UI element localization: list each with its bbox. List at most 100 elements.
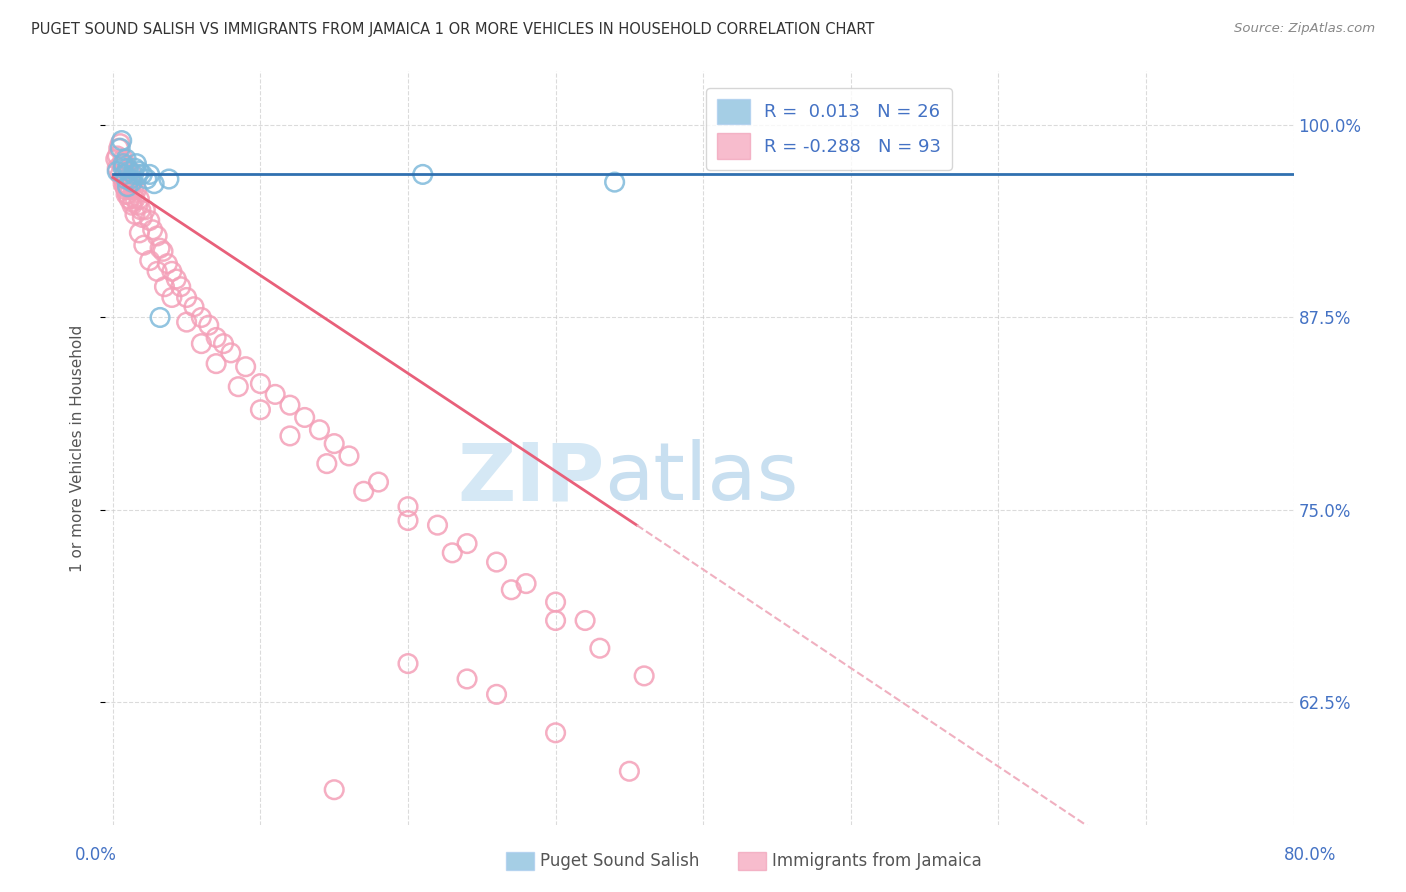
Point: [117, 168, 139, 182]
Point: [152, 244, 174, 259]
Y-axis label: 1 or more Vehicles in Household: 1 or more Vehicles in Household: [70, 325, 84, 572]
Point: [249, 402, 271, 417]
Point: [219, 346, 242, 360]
Point: [132, 238, 155, 252]
Point: [165, 272, 187, 286]
Text: 0.0%: 0.0%: [75, 846, 117, 863]
Point: [396, 500, 419, 514]
Point: [249, 376, 271, 391]
Point: [105, 164, 128, 178]
Point: [456, 536, 478, 550]
Point: [115, 172, 138, 186]
Point: [124, 207, 146, 221]
Point: [176, 291, 198, 305]
Point: [367, 475, 389, 489]
Point: [396, 514, 419, 528]
Point: [128, 192, 150, 206]
Point: [603, 175, 626, 189]
Point: [131, 211, 153, 225]
Point: [426, 518, 449, 533]
Point: [128, 226, 150, 240]
Text: Immigrants from Jamaica: Immigrants from Jamaica: [772, 852, 981, 870]
Point: [485, 687, 508, 701]
Text: atlas: atlas: [605, 440, 799, 517]
Point: [544, 595, 567, 609]
Point: [114, 156, 136, 170]
Point: [134, 202, 156, 217]
Point: [122, 168, 145, 182]
Point: [396, 657, 419, 671]
Point: [323, 782, 346, 797]
Point: [138, 213, 160, 227]
Point: [105, 161, 128, 176]
Point: [619, 764, 641, 779]
Point: [323, 436, 346, 450]
Point: [235, 359, 257, 374]
Point: [138, 168, 160, 182]
Point: [120, 183, 142, 197]
Point: [104, 152, 127, 166]
Point: [115, 187, 138, 202]
Point: [122, 183, 145, 197]
Point: [129, 202, 152, 217]
Point: [121, 195, 143, 210]
Point: [115, 183, 138, 197]
Point: [170, 279, 193, 293]
Point: [125, 156, 148, 170]
Point: [138, 253, 160, 268]
Text: PUGET SOUND SALISH VS IMMIGRANTS FROM JAMAICA 1 OR MORE VEHICLES IN HOUSEHOLD CO: PUGET SOUND SALISH VS IMMIGRANTS FROM JA…: [31, 22, 875, 37]
Text: Puget Sound Salish: Puget Sound Salish: [540, 852, 699, 870]
Point: [112, 161, 135, 176]
Point: [153, 279, 176, 293]
Point: [146, 264, 169, 278]
Point: [157, 172, 180, 186]
Point: [118, 172, 141, 186]
Point: [120, 164, 142, 178]
Point: [118, 192, 141, 206]
Text: Source: ZipAtlas.com: Source: ZipAtlas.com: [1234, 22, 1375, 36]
Point: [212, 336, 235, 351]
Point: [117, 187, 139, 202]
Point: [146, 229, 169, 244]
Point: [149, 310, 172, 325]
Point: [160, 264, 183, 278]
Point: [112, 152, 135, 166]
Point: [114, 179, 136, 194]
Point: [308, 423, 330, 437]
Point: [105, 149, 128, 163]
Point: [589, 641, 612, 656]
Point: [114, 168, 136, 182]
Point: [131, 168, 153, 182]
Point: [112, 156, 135, 170]
Point: [108, 136, 131, 151]
Point: [111, 134, 134, 148]
Point: [294, 410, 316, 425]
Point: [118, 179, 141, 194]
Legend: R =  0.013   N = 26, R = -0.288   N = 93: R = 0.013 N = 26, R = -0.288 N = 93: [706, 88, 952, 169]
Point: [544, 726, 567, 740]
Point: [412, 168, 434, 182]
Point: [124, 192, 146, 206]
Point: [121, 198, 143, 212]
Point: [156, 257, 179, 271]
Point: [127, 198, 149, 212]
Point: [124, 161, 146, 176]
Point: [143, 177, 166, 191]
Point: [485, 555, 508, 569]
Point: [135, 172, 157, 186]
Point: [353, 484, 375, 499]
Text: ZIP: ZIP: [457, 440, 605, 517]
Point: [441, 546, 464, 560]
Point: [121, 175, 143, 189]
Point: [115, 152, 138, 166]
Point: [315, 457, 337, 471]
Point: [264, 387, 287, 401]
Point: [544, 614, 567, 628]
Text: 80.0%: 80.0%: [1284, 846, 1337, 863]
Point: [205, 357, 228, 371]
Point: [190, 336, 212, 351]
Point: [112, 177, 135, 191]
Point: [278, 398, 301, 412]
Point: [515, 576, 537, 591]
Point: [337, 449, 360, 463]
